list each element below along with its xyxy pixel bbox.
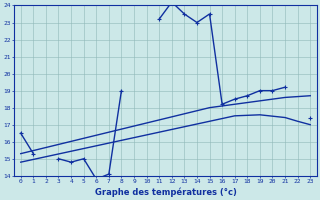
X-axis label: Graphe des températures (°c): Graphe des températures (°c) xyxy=(94,187,236,197)
